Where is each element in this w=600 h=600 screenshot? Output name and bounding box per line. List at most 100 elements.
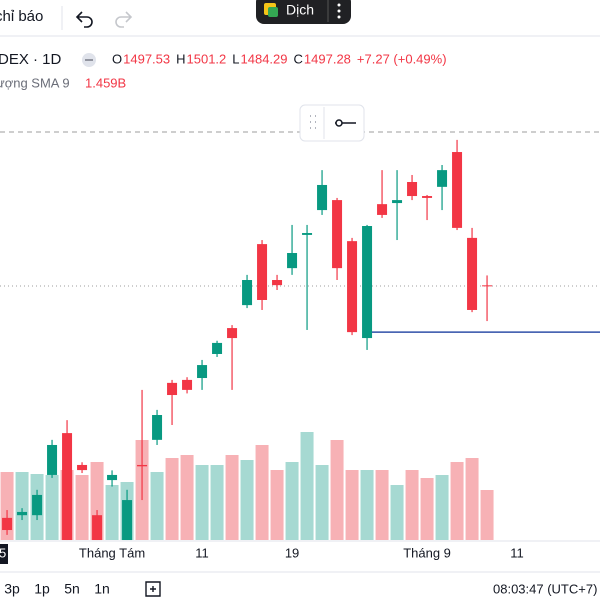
ohlc-legend: O 1497.53 H 1501.2 L 1484.29 C 1497.28 +7.27 (+0… bbox=[112, 51, 447, 66]
x-tick-label: 11 bbox=[510, 545, 524, 560]
candle-body bbox=[212, 342, 223, 354]
menu-dot bbox=[337, 3, 341, 7]
volume-bar bbox=[300, 432, 314, 540]
volume-bar bbox=[210, 465, 224, 540]
volume-bar bbox=[405, 470, 419, 540]
candle-body bbox=[482, 285, 493, 287]
plot bbox=[0, 131, 600, 541]
clock: 08:03:47 (UTC+7) bbox=[493, 581, 597, 596]
ohlc-key: O bbox=[112, 51, 122, 66]
time-cursor-label: 5 bbox=[0, 545, 6, 560]
ohlc-value: 1497.28 bbox=[304, 51, 351, 66]
candle-body bbox=[362, 226, 373, 339]
range-button[interactable]: 5n bbox=[64, 581, 80, 597]
volume-bar bbox=[165, 458, 179, 540]
candle-body bbox=[122, 500, 133, 541]
undo-icon[interactable] bbox=[75, 11, 93, 28]
candle-body bbox=[467, 237, 478, 310]
volume-bar bbox=[360, 470, 374, 540]
menu-dot bbox=[337, 9, 341, 13]
range-button[interactable]: 1n bbox=[94, 581, 110, 597]
candle-body bbox=[242, 280, 253, 306]
volume-bar bbox=[225, 455, 239, 540]
volume-bar bbox=[105, 485, 119, 540]
candle-body bbox=[17, 511, 28, 516]
candle-body bbox=[272, 280, 283, 286]
candle-body bbox=[62, 433, 73, 541]
volume-label: ượng SMA 9 bbox=[0, 75, 70, 90]
candle-body bbox=[182, 379, 193, 390]
volume-bar bbox=[15, 472, 29, 540]
candle-body bbox=[47, 444, 58, 475]
ohlc-value: 1497.53 bbox=[123, 51, 170, 66]
volume-bar bbox=[345, 470, 359, 540]
menu-dot bbox=[337, 15, 341, 19]
range-button[interactable]: 3p bbox=[4, 581, 20, 597]
candle-body bbox=[137, 464, 148, 467]
volume-bar bbox=[240, 460, 254, 540]
candle-body bbox=[437, 170, 448, 187]
candle-body bbox=[332, 200, 343, 269]
symbol-label: DEX · 1D bbox=[0, 51, 62, 68]
candle-body bbox=[92, 515, 103, 541]
candle-body bbox=[32, 494, 43, 516]
ohlc-key: H bbox=[176, 51, 185, 66]
time-cursor-box bbox=[0, 544, 8, 564]
ohlc-value: 1484.29 bbox=[241, 51, 288, 66]
drawing-toolbar-box bbox=[299, 104, 365, 142]
indicators-button[interactable]: chỉ báo bbox=[0, 8, 43, 25]
translate-icon-2 bbox=[268, 7, 278, 17]
volume-bar bbox=[330, 440, 344, 540]
candle-body bbox=[197, 365, 208, 379]
candle-body bbox=[452, 152, 463, 228]
pill-bg bbox=[256, 0, 351, 24]
range-button[interactable]: 1p bbox=[34, 581, 50, 597]
redo-icon[interactable] bbox=[115, 11, 133, 28]
volume-bar bbox=[420, 478, 434, 540]
candle-body bbox=[407, 182, 418, 197]
volume-bar bbox=[315, 465, 329, 540]
candle-body bbox=[107, 474, 118, 481]
time-axis: Tháng Tám 11 19 Tháng 9 11 bbox=[79, 545, 524, 560]
drag-handle bbox=[310, 115, 316, 129]
drawing-toolbar[interactable] bbox=[299, 104, 365, 142]
volume-bar bbox=[45, 475, 59, 540]
change-value: +7.27 (+0.49%) bbox=[357, 51, 447, 66]
volume-bar bbox=[75, 475, 89, 540]
candle-body bbox=[257, 244, 268, 300]
candle-body bbox=[77, 464, 88, 471]
volume-bar bbox=[255, 445, 269, 540]
candle-body bbox=[227, 328, 238, 339]
candle-body bbox=[302, 233, 313, 235]
volume-bar bbox=[390, 485, 404, 540]
volume-bar bbox=[465, 458, 479, 540]
volume-bar bbox=[195, 465, 209, 540]
line-tool-knob bbox=[335, 119, 343, 127]
ohlc-key: L bbox=[232, 51, 239, 66]
volume-bar bbox=[450, 462, 464, 540]
candle-body bbox=[347, 241, 358, 333]
candle-body bbox=[152, 415, 163, 440]
x-tick-label: 19 bbox=[285, 545, 299, 560]
volume-bar bbox=[435, 475, 449, 540]
candle-body bbox=[377, 204, 388, 215]
volume-bar bbox=[285, 462, 299, 540]
candle-body bbox=[2, 517, 13, 531]
ohlc-key: C bbox=[294, 51, 303, 66]
date-range-icon[interactable] bbox=[145, 581, 161, 597]
candle-body bbox=[287, 253, 298, 269]
candle-body bbox=[422, 196, 433, 198]
volume-bar bbox=[270, 470, 284, 540]
bottom-bar: 3p 1p 5n 1n bbox=[4, 581, 110, 597]
x-tick-label: 11 bbox=[195, 545, 209, 560]
ohlc-value: 1501.2 bbox=[187, 51, 227, 66]
translate-pill[interactable]: Dịch bbox=[256, 0, 351, 24]
candle-body bbox=[317, 184, 328, 211]
volume-bar bbox=[180, 455, 194, 540]
volume-sma: 1.459B bbox=[85, 75, 126, 90]
candle-body bbox=[392, 200, 403, 204]
volume-bar bbox=[375, 470, 389, 540]
x-tick-label: Tháng 9 bbox=[403, 545, 451, 560]
candle-body bbox=[167, 382, 178, 396]
